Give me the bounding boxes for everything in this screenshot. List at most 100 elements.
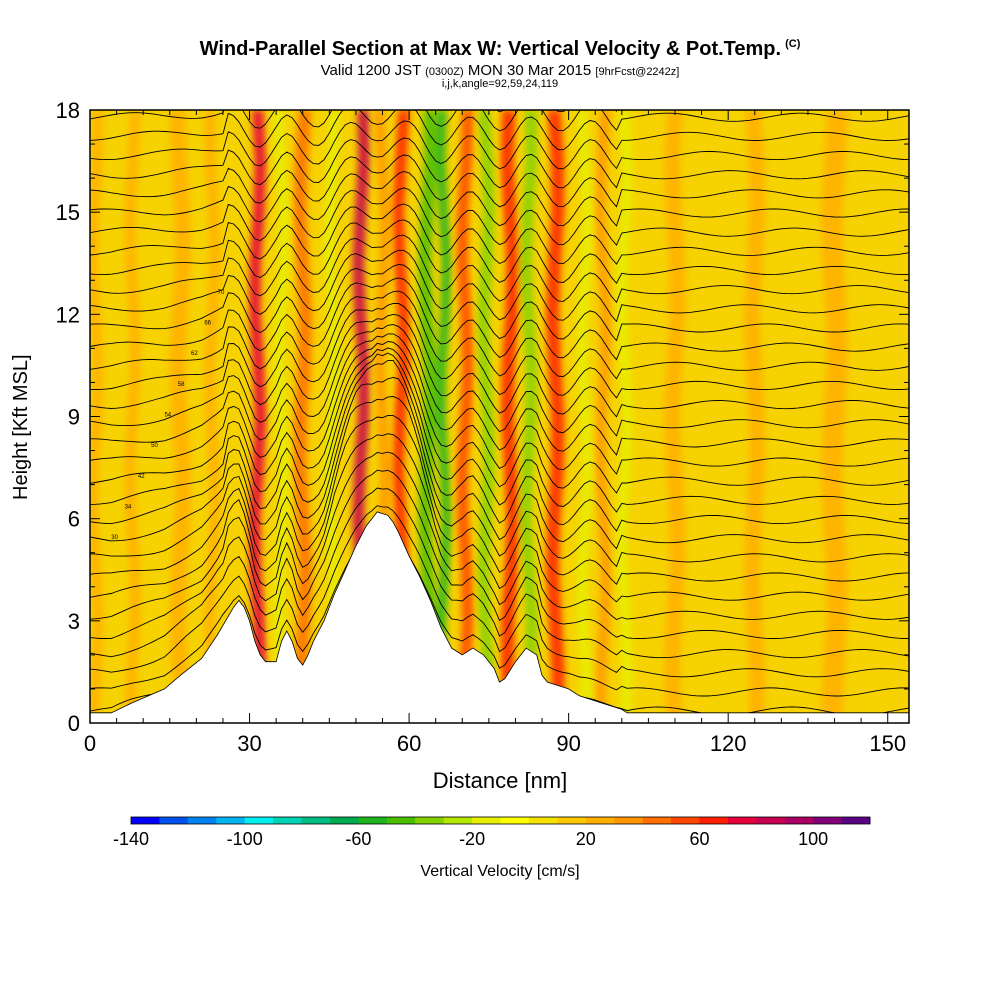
- velocity-band: [820, 110, 849, 723]
- colorbar-swatch: [415, 817, 445, 824]
- colorbar-swatch: [500, 817, 530, 824]
- theta-contour-label: 50: [151, 443, 158, 449]
- colorbar-swatch: [443, 817, 473, 824]
- colorbar-tick-label: 20: [576, 829, 596, 849]
- x-tick-label: 30: [237, 731, 261, 756]
- theta-contour-line: [90, 451, 909, 621]
- theta-contour-label: 70: [218, 290, 225, 296]
- colorbar-swatch: [699, 817, 729, 824]
- theta-contour-label: 54: [164, 413, 171, 419]
- terrain-mask: [90, 511, 909, 723]
- velocity-band: [323, 110, 341, 723]
- theta-contour-line: [90, 277, 909, 361]
- theta-contour-label: 66: [204, 321, 211, 327]
- x-tick-label: 0: [84, 731, 96, 756]
- velocity-band: [456, 110, 474, 723]
- velocity-band: [743, 110, 766, 723]
- chart-title: Wind-Parallel Section at Max W: Vertical…: [199, 38, 801, 60]
- colorbar-swatch: [358, 817, 388, 824]
- theta-contour-label: 58: [178, 382, 185, 388]
- colorbar-swatch: [273, 817, 303, 824]
- velocity-band: [204, 110, 221, 723]
- theta-contour-line: [90, 377, 909, 550]
- velocity-band: [124, 110, 141, 723]
- theta-contour-line: [90, 263, 909, 342]
- y-tick-label: 6: [68, 507, 80, 532]
- colorbar-swatch: [841, 817, 871, 824]
- theta-contour-line: [90, 324, 909, 437]
- theta-contour-line: [90, 234, 909, 304]
- velocity-band: [500, 110, 520, 723]
- theta-contour-line: [90, 203, 909, 265]
- colorbar-swatch: [131, 817, 160, 824]
- y-tick-label: 18: [56, 98, 80, 123]
- velocity-band: [293, 110, 313, 723]
- theta-contour-line: [90, 51, 909, 93]
- colorbar-swatch: [159, 817, 189, 824]
- y-tick-label: 3: [68, 609, 80, 634]
- velocity-band: [418, 110, 438, 723]
- velocity-band: [169, 110, 192, 723]
- colorbar-tick-label: 60: [689, 829, 709, 849]
- colorbar-frame: [130, 816, 871, 825]
- y-tick-label: 9: [68, 405, 80, 430]
- theta-contour-line: [90, 154, 909, 208]
- colorbar-tick-label: -140: [113, 829, 149, 849]
- velocity-band: [477, 110, 496, 723]
- theta-contour-line: [90, 347, 909, 494]
- velocity-band: [435, 110, 452, 723]
- colorbar-swatch: [557, 817, 587, 824]
- theta-contour-line: [90, 505, 909, 678]
- colorbar-swatch: [301, 817, 331, 824]
- x-tick-label: 90: [556, 731, 580, 756]
- velocity-band: [664, 110, 686, 723]
- colorbar-swatch: [813, 817, 843, 824]
- theta-contour-line: [90, 433, 909, 603]
- plot-area: [90, 51, 909, 723]
- theta-contour-line: [90, 333, 909, 456]
- theta-contour-line: [90, 219, 909, 284]
- y-tick-label: 0: [68, 711, 80, 736]
- y-axis-label: Height [Kft MSL]: [10, 354, 32, 500]
- x-tick-label: 150: [869, 731, 906, 756]
- theta-contour-line: [90, 341, 909, 475]
- colorbar-tick-label: -20: [459, 829, 485, 849]
- colorbar-swatch: [585, 817, 615, 824]
- colorbar-swatch: [244, 817, 274, 824]
- velocity-band: [576, 110, 593, 723]
- velocity-band: [249, 110, 267, 723]
- colorbar-swatch: [784, 817, 814, 824]
- theta-contour-line: [90, 120, 909, 170]
- theta-labels: 30 34 42 50 54 58 62 66 70: [111, 290, 225, 541]
- colorbar-swatch: [187, 817, 217, 824]
- y-tick-label: 15: [56, 200, 80, 225]
- theta-contour-line: [90, 187, 909, 246]
- colorbar-tick-label: -60: [345, 829, 371, 849]
- x-axis-label: Distance [nm]: [432, 768, 568, 793]
- velocity-band: [273, 110, 290, 723]
- theta-contour-line: [90, 352, 909, 513]
- theta-contour-line: [90, 313, 909, 418]
- colorbar-tick-label: -100: [227, 829, 263, 849]
- colorbar-swatch: [642, 817, 672, 824]
- theta-contour-line: [90, 359, 909, 532]
- chart-subtitle: Valid 1200 JST (0300Z) MON 30 Mar 2015 […: [320, 62, 680, 79]
- colorbar-swatch: [528, 817, 558, 824]
- colorbar-swatch: [329, 817, 359, 824]
- theta-contour-label: 42: [138, 474, 145, 480]
- theta-contour-line: [90, 414, 909, 585]
- theta-contour-line: [90, 249, 909, 323]
- velocity-band: [519, 110, 538, 723]
- velocity-band: [616, 110, 633, 723]
- colorbar-swatch: [472, 817, 501, 824]
- theta-contour-line: [90, 302, 909, 399]
- theta-contour-line: [90, 469, 909, 639]
- theta-contour-label: 30: [111, 535, 118, 541]
- colorbar-swatch: [671, 817, 700, 824]
- theta-contour-line: [90, 137, 909, 189]
- x-tick-label: 120: [710, 731, 747, 756]
- colorbar-swatch: [386, 817, 416, 824]
- theta-contour-line: [90, 171, 909, 227]
